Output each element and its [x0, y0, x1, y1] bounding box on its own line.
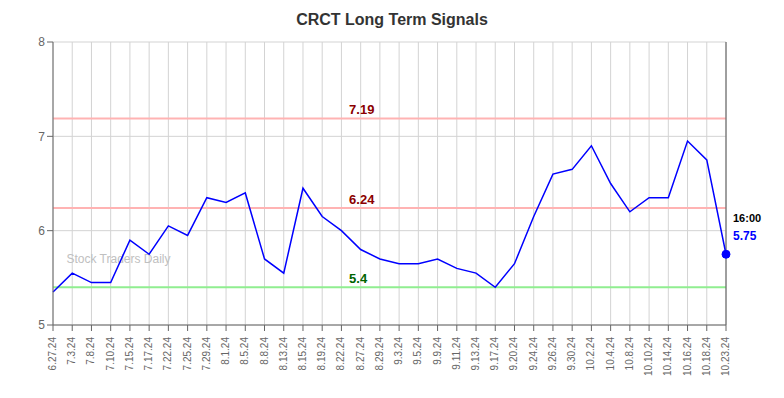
svg-text:6.27.24: 6.27.24 — [47, 337, 58, 371]
svg-text:7.29.24: 7.29.24 — [201, 337, 212, 371]
svg-text:10.23.24: 10.23.24 — [720, 337, 731, 376]
svg-text:10.2.24: 10.2.24 — [585, 337, 596, 371]
svg-text:Stock Traders Daily: Stock Traders Daily — [66, 251, 171, 266]
svg-text:9.24.24: 9.24.24 — [528, 337, 539, 371]
svg-text:5.75: 5.75 — [733, 229, 757, 243]
svg-text:6.24: 6.24 — [349, 192, 375, 207]
svg-text:5.4: 5.4 — [349, 271, 368, 286]
svg-text:10.18.24: 10.18.24 — [701, 337, 712, 376]
svg-text:7.15.24: 7.15.24 — [124, 337, 135, 371]
svg-text:8.1.24: 8.1.24 — [220, 337, 231, 365]
svg-text:6: 6 — [38, 224, 45, 238]
svg-text:7.19: 7.19 — [349, 102, 374, 117]
svg-text:8: 8 — [38, 35, 45, 49]
svg-text:10.14.24: 10.14.24 — [662, 337, 673, 376]
html-text:CRCT Long Term Signals: CRCT Long Term Signals — [296, 11, 488, 28]
svg-text:9.30.24: 9.30.24 — [566, 337, 577, 371]
svg-text:16:00: 16:00 — [733, 212, 761, 224]
svg-text:8.15.24: 8.15.24 — [297, 337, 308, 371]
svg-text:8.29.24: 8.29.24 — [374, 337, 385, 371]
svg-text:5: 5 — [38, 318, 45, 332]
svg-text:9.5.24: 9.5.24 — [412, 337, 423, 365]
svg-text:10.4.24: 10.4.24 — [605, 337, 616, 371]
svg-text:9.3.24: 9.3.24 — [393, 337, 404, 365]
svg-text:7.3.24: 7.3.24 — [66, 337, 77, 365]
svg-text:8.13.24: 8.13.24 — [278, 337, 289, 371]
svg-text:7.10.24: 7.10.24 — [105, 337, 116, 371]
svg-text:8.8.24: 8.8.24 — [259, 337, 270, 365]
svg-text:9.26.24: 9.26.24 — [547, 337, 558, 371]
svg-text:7: 7 — [38, 130, 45, 144]
svg-text:8.5.24: 8.5.24 — [239, 337, 250, 365]
svg-text:10.8.24: 10.8.24 — [624, 337, 635, 371]
svg-text:7.17.24: 7.17.24 — [143, 337, 154, 371]
svg-text:7.8.24: 7.8.24 — [85, 337, 96, 365]
svg-text:9.20.24: 9.20.24 — [508, 337, 519, 371]
svg-text:8.22.24: 8.22.24 — [335, 337, 346, 371]
svg-text:8.19.24: 8.19.24 — [316, 337, 327, 371]
svg-text:7.25.24: 7.25.24 — [182, 337, 193, 371]
svg-text:9.11.24: 9.11.24 — [451, 337, 462, 370]
svg-text:7.22.24: 7.22.24 — [162, 337, 173, 371]
svg-text:9.17.24: 9.17.24 — [489, 337, 500, 371]
svg-text:8.27.24: 8.27.24 — [355, 337, 366, 371]
svg-text:10.16.24: 10.16.24 — [682, 337, 693, 376]
svg-text:9.9.24: 9.9.24 — [432, 337, 443, 365]
svg-text:10.10.24: 10.10.24 — [643, 337, 654, 376]
svg-text:9.13.24: 9.13.24 — [470, 337, 481, 371]
